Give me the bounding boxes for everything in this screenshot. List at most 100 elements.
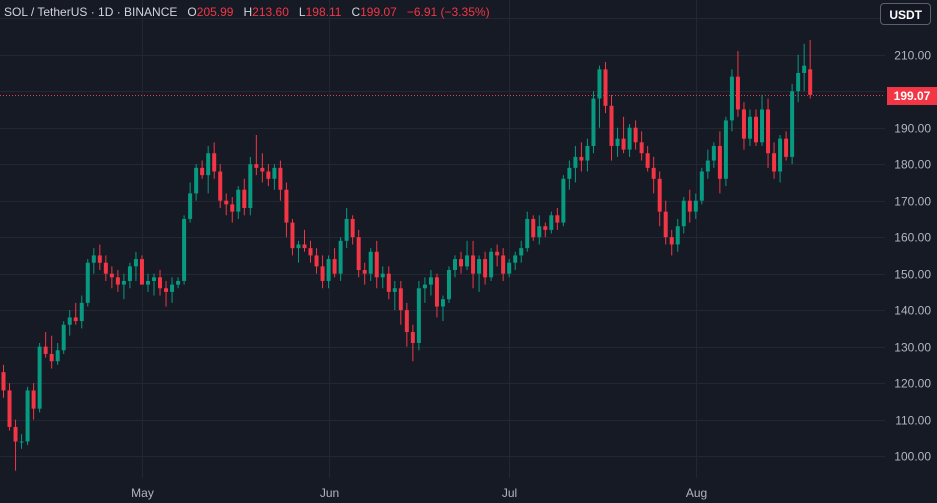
candle-body <box>218 171 223 201</box>
x-month-label: Aug <box>686 486 707 500</box>
candle <box>741 102 746 150</box>
candle-body <box>513 255 518 263</box>
legend-open-value: 205.99 <box>196 5 234 19</box>
candle-body <box>338 240 343 274</box>
candle-body <box>332 259 337 274</box>
candle <box>67 310 72 336</box>
candle <box>501 248 506 281</box>
candle <box>115 270 120 292</box>
candle <box>711 142 716 168</box>
candle <box>422 277 427 303</box>
candle-body <box>754 116 758 143</box>
candle <box>495 244 500 267</box>
candle-body <box>260 167 265 172</box>
candle <box>398 280 403 325</box>
candle <box>693 193 698 219</box>
candle-body <box>549 215 554 230</box>
candle <box>242 178 247 216</box>
candle-body <box>320 266 325 281</box>
candle <box>164 280 169 307</box>
candle-body <box>308 248 313 256</box>
candle <box>754 109 758 146</box>
candle <box>507 259 512 278</box>
candle <box>645 145 650 172</box>
candle <box>236 186 241 219</box>
candle <box>43 332 48 358</box>
y-tick-label: 180.00 <box>894 158 931 172</box>
candle-body <box>109 273 114 278</box>
candle-body <box>453 259 457 271</box>
candle-body <box>790 91 795 157</box>
candle-body <box>410 332 415 343</box>
candle-body <box>717 145 722 179</box>
candle-body <box>31 390 36 409</box>
candle-body <box>693 200 698 212</box>
candle-body <box>1 372 6 391</box>
candle-body <box>525 218 530 249</box>
candle-body <box>236 189 241 212</box>
candle <box>465 240 470 271</box>
candle <box>585 138 590 172</box>
candle <box>25 386 30 446</box>
candle <box>416 280 421 351</box>
candle <box>206 145 211 194</box>
candle <box>230 197 235 223</box>
candle-body <box>567 167 572 179</box>
candle-body <box>741 109 746 139</box>
candle-body <box>25 390 30 442</box>
candle-body <box>350 218 355 238</box>
candle <box>513 251 518 271</box>
candle-body <box>669 237 674 245</box>
candle-body <box>633 127 638 143</box>
candle <box>621 116 626 154</box>
candle-body <box>639 142 644 154</box>
candle <box>170 277 175 303</box>
candle <box>681 197 686 234</box>
candle <box>790 83 795 165</box>
legend-symbol[interactable]: SOL / TetherUS · 1D · BINANCE <box>4 5 178 19</box>
candle <box>567 160 572 190</box>
candle-body <box>603 69 608 106</box>
candle-body <box>729 76 734 121</box>
candle-body <box>459 259 464 267</box>
candle <box>362 262 367 285</box>
candle <box>772 142 777 179</box>
candle-body <box>356 237 361 271</box>
candle <box>278 160 283 201</box>
candle-body <box>49 353 54 362</box>
candle <box>459 251 464 274</box>
candle <box>350 215 355 245</box>
candle-body <box>784 138 789 157</box>
candle-body <box>495 251 500 256</box>
candle-body <box>290 222 295 249</box>
x-month-label: Jul <box>502 486 517 500</box>
candle <box>302 229 307 252</box>
candle <box>549 211 554 234</box>
x-month-label: Jun <box>320 486 339 500</box>
candle <box>386 266 391 300</box>
candle <box>194 164 199 201</box>
candle <box>747 109 752 146</box>
candle <box>483 251 488 285</box>
candle-body <box>471 255 476 274</box>
candle-body <box>555 215 560 223</box>
candle <box>489 248 494 281</box>
candle <box>675 218 680 252</box>
candle-body <box>778 138 783 172</box>
currency-button[interactable]: USDT <box>880 3 931 25</box>
candle-body <box>585 145 590 161</box>
candle <box>158 270 163 296</box>
candle-body <box>61 324 66 351</box>
candle-body <box>766 109 771 154</box>
candle <box>85 259 90 307</box>
legend-close-label: C <box>351 5 361 19</box>
candle-body <box>284 189 289 223</box>
candle <box>97 244 102 271</box>
candle <box>182 215 187 285</box>
candle <box>471 240 476 289</box>
y-tick-label: 190.00 <box>894 122 931 136</box>
candle-body <box>477 259 482 274</box>
candle-body <box>687 200 692 212</box>
